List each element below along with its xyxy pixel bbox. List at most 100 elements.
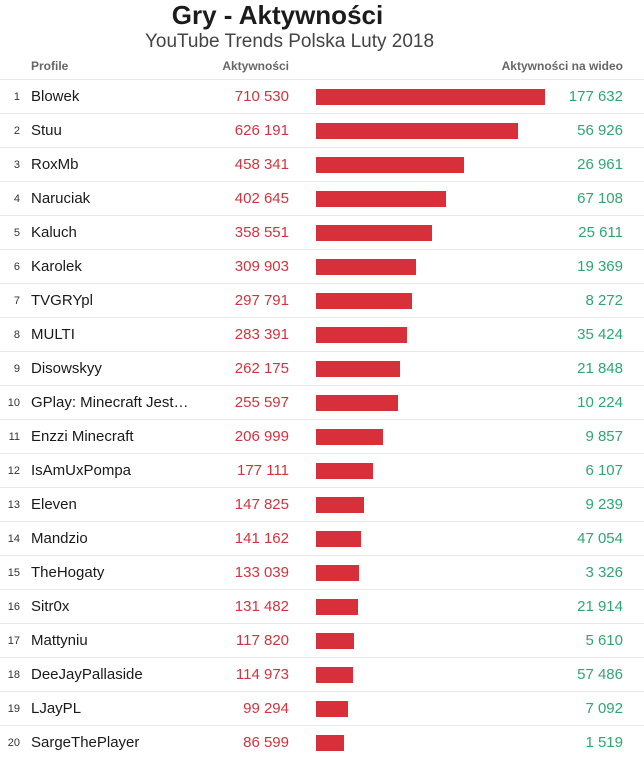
per-video-value: 10 224	[577, 394, 623, 411]
activity-bar	[316, 633, 354, 649]
activities-value: 626 191	[234, 122, 289, 139]
profile-name: TheHogaty	[31, 564, 105, 581]
per-video-value: 177 632	[568, 88, 623, 105]
activities-value: 710 530	[234, 88, 289, 105]
activities-value: 86 599	[243, 734, 289, 751]
rank-label: 20	[7, 737, 20, 749]
profile-name: TVGRYpl	[31, 292, 93, 309]
table-row: 5 Kaluch 358 551 25 611	[0, 215, 644, 249]
rank-label: 15	[7, 567, 20, 579]
per-video-value: 25 611	[578, 224, 623, 241]
activities-value: 255 597	[234, 394, 289, 411]
table-row: 3 RoxMb 458 341 26 961	[0, 147, 644, 181]
rank-label: 6	[13, 261, 20, 273]
activities-value: 206 999	[234, 428, 289, 445]
activities-value: 309 903	[234, 258, 289, 275]
table-row: 17 Mattyniu 117 820 5 610	[0, 623, 644, 657]
rank-label: 18	[7, 669, 20, 681]
table-row: 11 Enzzi Minecraft 206 999 9 857	[0, 419, 644, 453]
activity-bar	[316, 327, 407, 343]
rank-label: 16	[7, 601, 20, 613]
activity-bar	[316, 259, 416, 275]
activities-value: 133 039	[234, 564, 289, 581]
column-header-profile: Profile	[31, 59, 69, 73]
activity-bar	[316, 565, 359, 581]
activity-bar	[316, 429, 383, 445]
per-video-value: 26 961	[577, 156, 623, 173]
per-video-value: 5 610	[585, 632, 623, 649]
rank-label: 19	[7, 703, 20, 715]
profile-name: DeeJayPallaside	[31, 666, 143, 683]
table-row: 8 MULTI 283 391 35 424	[0, 317, 644, 351]
activity-bar	[316, 463, 373, 479]
activity-bar	[316, 123, 518, 139]
activities-value: 262 175	[234, 360, 289, 377]
column-header-activities: Aktywności	[222, 59, 289, 73]
activities-value: 402 645	[234, 190, 289, 207]
profile-name: Karolek	[31, 258, 82, 275]
rank-label: 13	[7, 499, 20, 511]
table-row: 2 Stuu 626 191 56 926	[0, 113, 644, 147]
activity-bar	[316, 395, 398, 411]
profile-name: Blowek	[31, 88, 80, 105]
per-video-value: 7 092	[585, 700, 623, 717]
rank-label: 11	[8, 431, 20, 443]
per-video-value: 8 272	[585, 292, 623, 309]
activity-bar	[316, 497, 364, 513]
activities-value: 297 791	[234, 292, 289, 309]
activity-bar	[316, 361, 400, 377]
activities-value: 99 294	[243, 700, 289, 717]
profile-name: Eleven	[31, 496, 77, 513]
activities-value: 114 973	[235, 666, 289, 683]
table-row: 15 TheHogaty 133 039 3 326	[0, 555, 644, 589]
chart-subtitle: YouTube Trends Polska Luty 2018	[144, 31, 435, 52]
rank-label: 3	[13, 159, 20, 171]
rank-label: 14	[7, 533, 20, 545]
activity-bar	[316, 667, 353, 683]
profile-name: SargeThePlayer	[31, 734, 140, 751]
table-row: 12 IsAmUxPompa 177 111 6 107	[0, 453, 644, 487]
rank-label: 4	[13, 193, 20, 205]
profile-name: Stuu	[31, 122, 62, 139]
profile-name: Naruciak	[31, 190, 91, 207]
per-video-value: 56 926	[577, 122, 623, 139]
activities-value: 283 391	[234, 326, 289, 343]
activity-bar	[316, 225, 432, 241]
per-video-value: 3 326	[585, 564, 623, 581]
per-video-value: 1 519	[585, 734, 623, 751]
rank-label: 17	[7, 635, 20, 647]
activity-bar	[316, 735, 344, 751]
per-video-value: 21 914	[577, 598, 623, 615]
rank-label: 9	[13, 363, 20, 375]
rank-label: 1	[13, 91, 20, 103]
table-row: 7 TVGRYpl 297 791 8 272	[0, 283, 644, 317]
table-row: 16 Sitr0x 131 482 21 914	[0, 589, 644, 623]
chart-title: Gry - Aktywności	[171, 0, 384, 30]
activity-bar	[316, 157, 464, 173]
profile-name: Mandzio	[31, 530, 88, 547]
activities-value: 147 825	[234, 496, 289, 513]
profile-name: Enzzi Minecraft	[31, 428, 134, 445]
activity-bar	[316, 599, 358, 615]
table-row: 20 SargeThePlayer 86 599 1 519	[0, 725, 644, 759]
profile-name: Sitr0x	[31, 598, 70, 615]
per-video-value: 6 107	[585, 462, 623, 479]
activity-bar	[316, 701, 348, 717]
profile-name: LJayPL	[31, 700, 82, 717]
rank-label: 8	[13, 329, 20, 341]
rank-label: 5	[13, 227, 20, 239]
activities-value: 358 551	[234, 224, 289, 241]
activities-value: 458 341	[234, 156, 289, 173]
per-video-value: 9 857	[585, 428, 623, 445]
profile-name: IsAmUxPompa	[31, 462, 132, 479]
profile-name: Mattyniu	[31, 632, 88, 649]
profile-name: MULTI	[31, 326, 75, 343]
table-row: 9 Disowskyy 262 175 21 848	[0, 351, 644, 385]
activity-bar	[316, 293, 412, 309]
table-row: 4 Naruciak 402 645 67 108	[0, 181, 644, 215]
profile-name: GPlay: Minecraft Jest…	[31, 394, 189, 411]
table-row: 18 DeeJayPallaside 114 973 57 486	[0, 657, 644, 691]
per-video-value: 57 486	[577, 666, 623, 683]
activity-bar	[316, 531, 361, 547]
per-video-value: 21 848	[577, 360, 623, 377]
